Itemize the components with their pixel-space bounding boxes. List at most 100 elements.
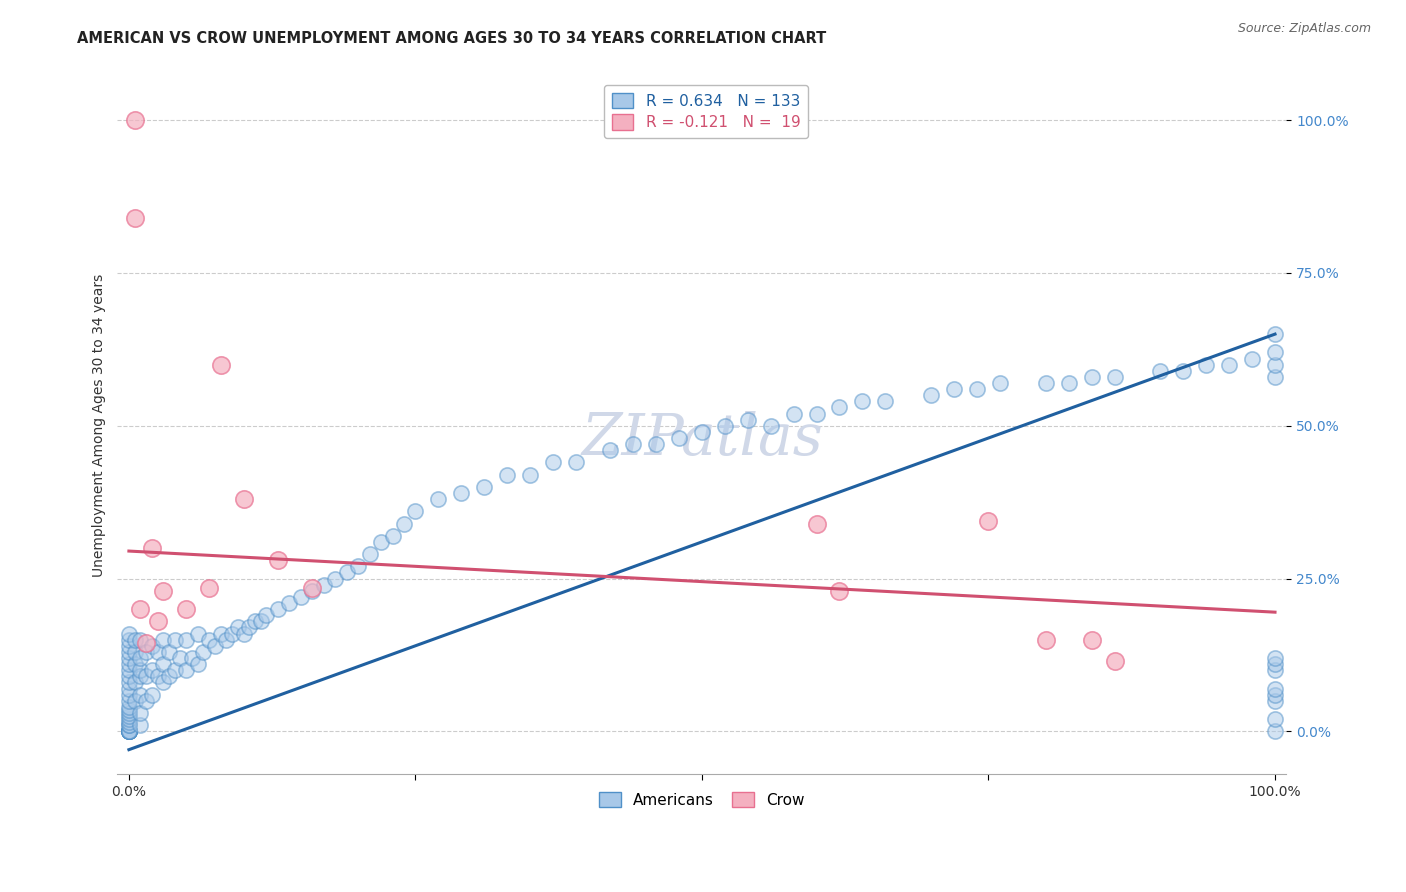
Point [174, 602, 197, 616]
Point [141, 688, 163, 702]
Point [472, 480, 495, 494]
Point [209, 358, 232, 372]
Point [226, 620, 249, 634]
Point [243, 615, 266, 629]
Point [599, 443, 621, 458]
Y-axis label: Unemployment Among Ages 30 to 34 years: Unemployment Among Ages 30 to 34 years [93, 274, 107, 577]
Point [290, 590, 312, 604]
Point [157, 645, 180, 659]
Point [737, 412, 759, 426]
Point [187, 657, 209, 672]
Point [496, 467, 519, 482]
Point [174, 663, 197, 677]
Point [129, 718, 152, 732]
Point [267, 553, 290, 567]
Point [541, 455, 564, 469]
Point [621, 437, 644, 451]
Point [1264, 651, 1286, 665]
Point [1057, 376, 1080, 390]
Point [806, 516, 828, 531]
Point [1241, 351, 1264, 366]
Point [404, 504, 426, 518]
Point [118, 724, 141, 739]
Point [1149, 364, 1171, 378]
Point [118, 724, 141, 739]
Point [129, 663, 152, 677]
Point [141, 639, 163, 653]
Point [249, 615, 271, 629]
Point [124, 657, 146, 672]
Point [851, 394, 873, 409]
Point [118, 724, 141, 739]
Point [943, 382, 966, 396]
Point [1264, 663, 1286, 677]
Point [828, 583, 851, 598]
Point [1264, 712, 1286, 726]
Point [124, 675, 146, 690]
Point [118, 706, 141, 720]
Point [267, 602, 290, 616]
Point [1264, 370, 1286, 384]
Point [198, 632, 221, 647]
Point [1080, 632, 1102, 647]
Point [174, 632, 197, 647]
Point [1264, 688, 1286, 702]
Point [1264, 724, 1286, 739]
Point [988, 376, 1011, 390]
Point [129, 706, 152, 720]
Point [1264, 657, 1286, 672]
Point [1104, 370, 1126, 384]
Point [977, 514, 1000, 528]
Point [135, 645, 157, 659]
Point [169, 651, 191, 665]
Point [759, 418, 782, 433]
Point [209, 626, 232, 640]
Point [124, 694, 146, 708]
Point [124, 645, 146, 659]
Point [806, 407, 828, 421]
Point [118, 724, 141, 739]
Point [135, 669, 157, 683]
Point [118, 724, 141, 739]
Point [427, 492, 450, 507]
Point [141, 541, 163, 555]
Point [118, 688, 141, 702]
Point [118, 657, 141, 672]
Point [152, 657, 174, 672]
Point [118, 724, 141, 739]
Point [129, 602, 152, 616]
Point [135, 694, 157, 708]
Point [215, 632, 238, 647]
Point [187, 626, 209, 640]
Point [565, 455, 588, 469]
Point [1035, 632, 1057, 647]
Point [124, 113, 146, 128]
Point [920, 388, 942, 402]
Point [347, 559, 370, 574]
Point [118, 703, 141, 717]
Point [238, 620, 260, 634]
Point [157, 669, 180, 683]
Legend: Americans, Crow: Americans, Crow [592, 784, 813, 815]
Point [232, 626, 254, 640]
Point [152, 675, 174, 690]
Point [782, 407, 804, 421]
Point [118, 712, 141, 726]
Point [1035, 376, 1057, 390]
Point [668, 431, 690, 445]
Point [1195, 358, 1218, 372]
Point [118, 645, 141, 659]
Point [118, 663, 141, 677]
Point [146, 669, 169, 683]
Point [1218, 358, 1240, 372]
Point [828, 401, 851, 415]
Point [370, 535, 392, 549]
Point [1264, 681, 1286, 696]
Point [875, 394, 897, 409]
Point [1080, 370, 1102, 384]
Point [118, 681, 141, 696]
Point [181, 651, 204, 665]
Point [118, 639, 141, 653]
Point [124, 211, 146, 225]
Point [118, 724, 141, 739]
